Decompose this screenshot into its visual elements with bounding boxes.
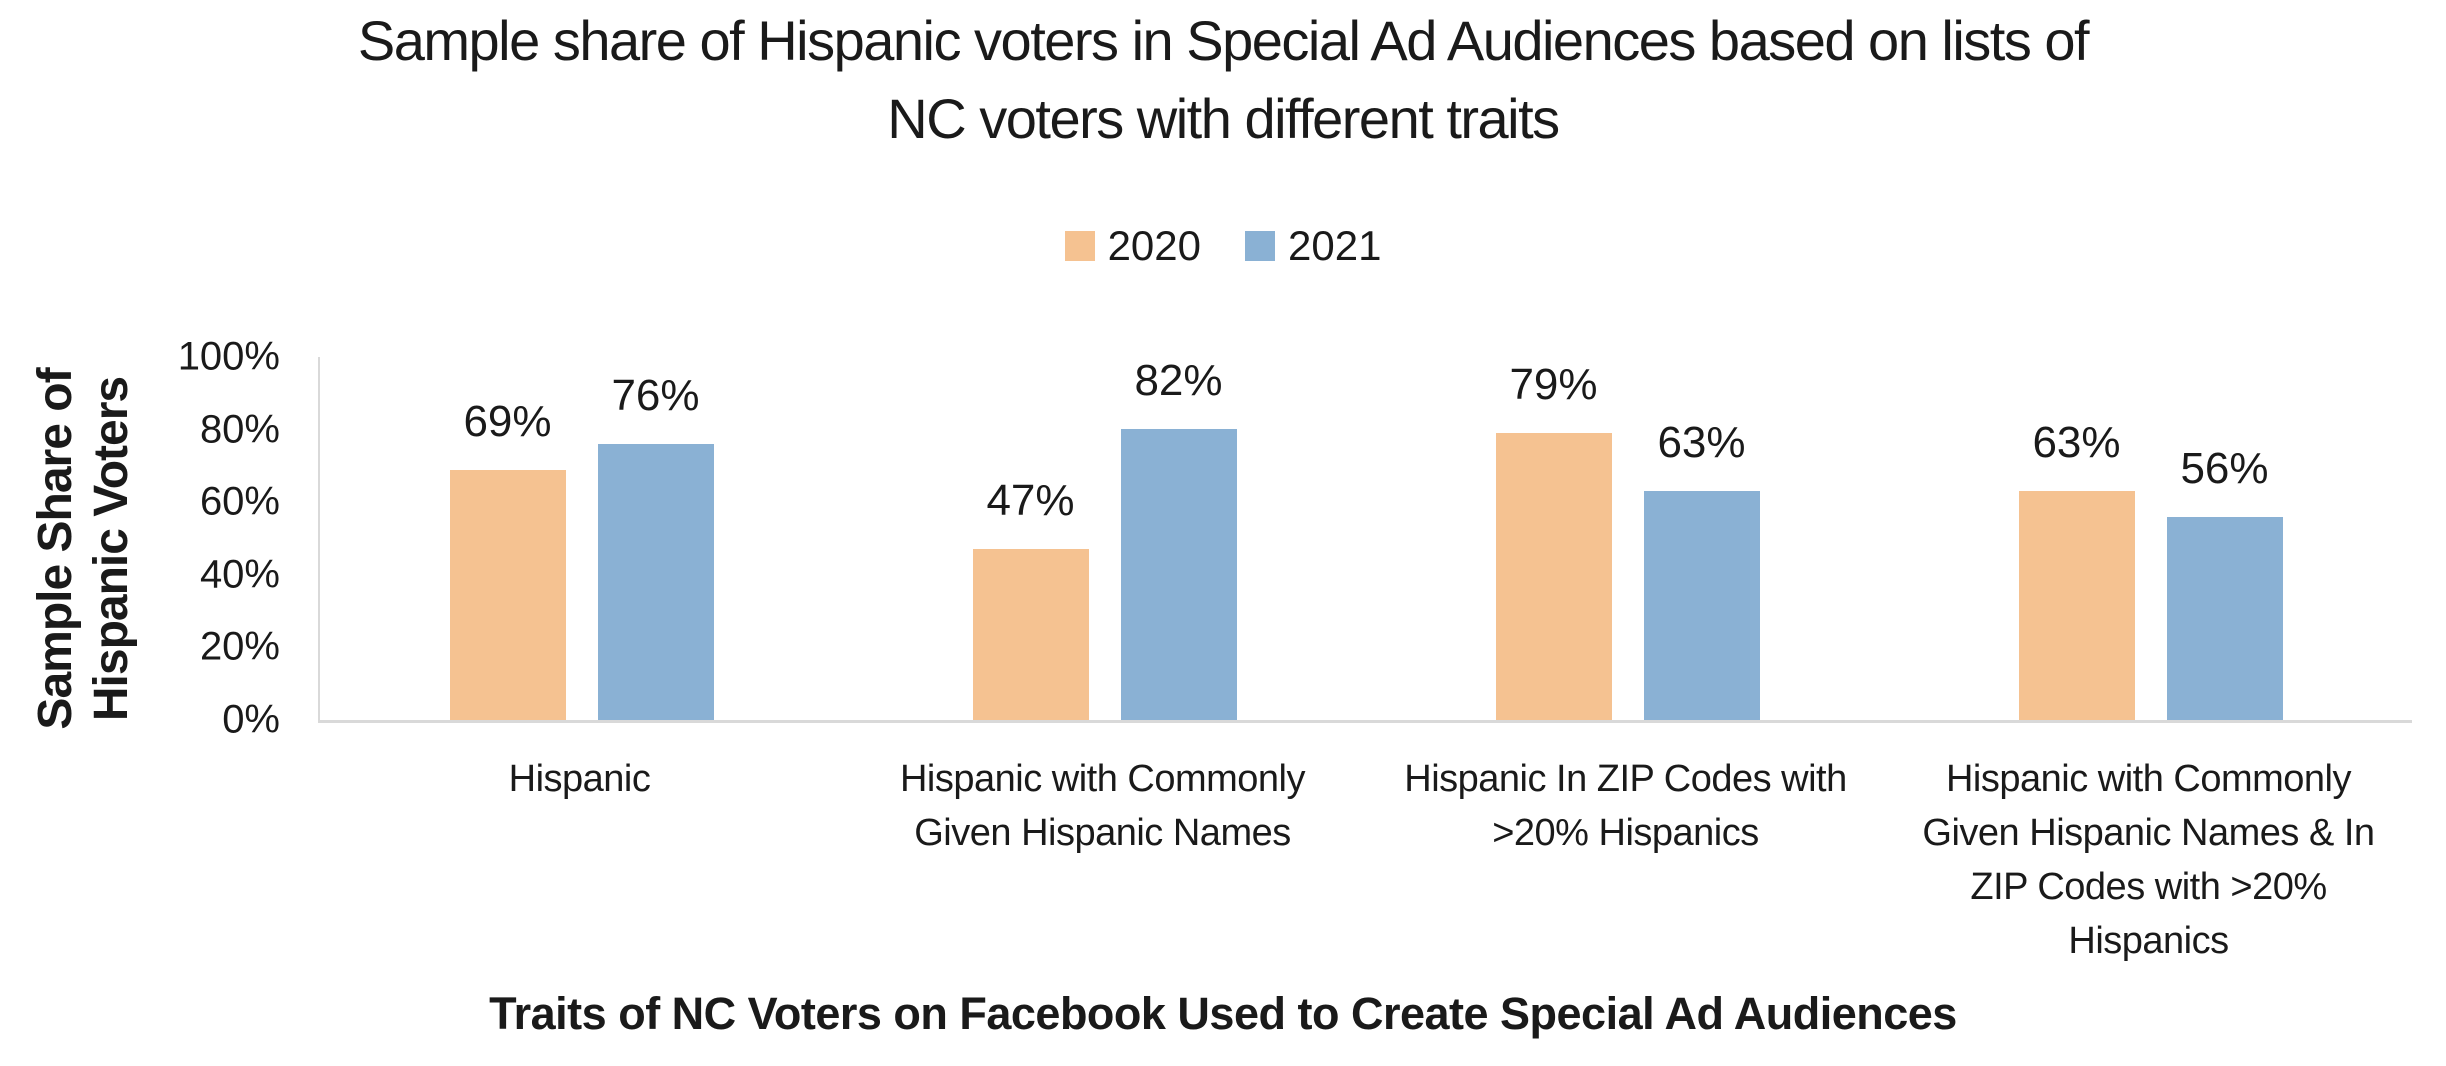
bar-and-label: 63% xyxy=(2018,357,2135,720)
bar-value-label: 47% xyxy=(986,476,1075,526)
legend-label-2021: 2021 xyxy=(1288,222,1382,269)
bar-2021 xyxy=(597,444,714,720)
bar-value-label: 56% xyxy=(2180,443,2269,493)
legend-item-2020: 2020 xyxy=(1064,222,1201,270)
x-category-label: Hispanic with Commonly Given Hispanic Na… xyxy=(899,758,1306,854)
bar-and-label: 76% xyxy=(597,357,714,720)
y-tick-label: 40% xyxy=(199,552,280,597)
bar-value-label: 69% xyxy=(463,396,552,446)
x-axis-category-labels: Hispanic Hispanic with Commonly Given His… xyxy=(318,752,2410,968)
y-tick-label: 20% xyxy=(199,624,280,669)
bar-value-label: 79% xyxy=(1509,360,1598,410)
bar-value-label: 63% xyxy=(1657,418,1746,468)
legend-swatch-2021 xyxy=(1245,231,1275,261)
legend-label-2020: 2020 xyxy=(1107,222,1201,269)
bar-value-label: 63% xyxy=(2032,418,2121,468)
y-axis-title-line-1: Sample Share of xyxy=(29,368,82,730)
bar-value-label: 76% xyxy=(611,371,700,421)
x-category-label: Hispanic with Commonly Given Hispanic Na… xyxy=(1922,758,2375,962)
bar-2020 xyxy=(1495,433,1612,720)
y-tick-label: 80% xyxy=(199,407,280,452)
bar-group: 69% 76% xyxy=(320,357,843,720)
chart-title-line-2: NC voters with different traits xyxy=(887,87,1560,150)
y-tick-label: 60% xyxy=(199,479,280,524)
bar-value-label: 82% xyxy=(1134,356,1223,405)
x-category-label: Hispanic In ZIP Codes with >20% Hispanic… xyxy=(1404,758,1847,854)
legend-item-2021: 2021 xyxy=(1245,222,1381,270)
legend-swatch-2020 xyxy=(1064,231,1095,261)
bar-and-label: 82% xyxy=(1120,356,1237,720)
x-axis-title: Traits of NC Voters on Facebook Used to … xyxy=(489,988,1957,1039)
y-tick-label: 0% xyxy=(222,697,280,742)
bar-group: 79% 63% xyxy=(1366,357,1889,720)
chart-title: Sample share of Hispanic voters in Speci… xyxy=(0,2,2446,158)
bar-2020 xyxy=(449,469,566,720)
bar-and-label: 69% xyxy=(449,357,566,720)
bar-group: 47% 82% xyxy=(843,357,1366,720)
bar-and-label: 79% xyxy=(1495,357,1612,720)
chart-title-line-1: Sample share of Hispanic voters in Speci… xyxy=(357,9,2090,72)
bar-2020 xyxy=(972,549,1089,720)
bar-2020 xyxy=(2018,491,2135,720)
x-category-label: Hispanic xyxy=(508,758,651,800)
bar-2021 xyxy=(2166,516,2283,720)
bar-2021 xyxy=(1120,429,1237,720)
bar-2021 xyxy=(1643,491,1760,720)
bar-and-label: 63% xyxy=(1643,357,1760,720)
y-axis-ticks: 100% 80% 60% 40% 20% 0% xyxy=(90,335,280,742)
bar-and-label: 47% xyxy=(972,357,1089,720)
legend: 2020 2021 xyxy=(0,222,2446,270)
bar-group: 63% 56% xyxy=(1889,357,2412,720)
y-tick-label: 100% xyxy=(177,334,280,379)
plot-area: 69% 76% 47% 82% 79% 63% 63% 56% xyxy=(318,357,2412,723)
bar-and-label: 56% xyxy=(2166,357,2283,720)
